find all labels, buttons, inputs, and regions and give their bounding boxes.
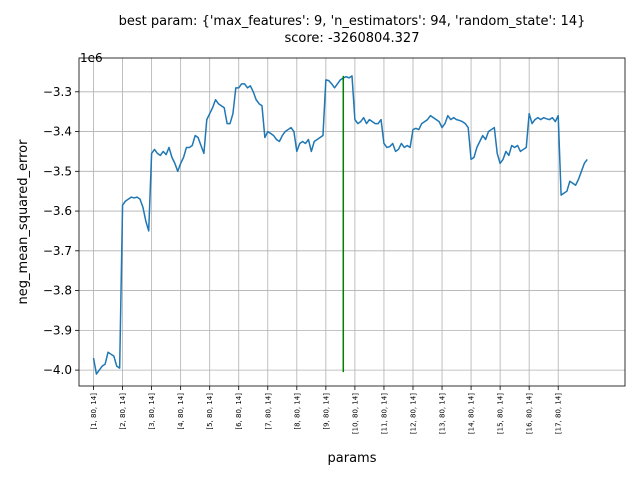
x-tick-label: [14, 80, 14] <box>468 393 476 434</box>
y-tick-label: −3.7 <box>43 244 72 258</box>
y-tick-label: −3.8 <box>43 284 72 298</box>
x-tick-label: [15, 80, 14] <box>497 393 505 434</box>
x-tick-label: [9, 80, 14] <box>322 393 330 430</box>
chart-title-line1: best param: {'max_features': 9, 'n_estim… <box>119 14 586 29</box>
x-tick-label: [4, 80, 14] <box>177 393 185 430</box>
x-tick-label: [12, 80, 14] <box>409 393 417 434</box>
x-tick-label: [11, 80, 14] <box>380 393 388 434</box>
y-tick-label: −4.0 <box>43 363 72 377</box>
x-axis-ticks: [1, 80, 14] [2, 80, 14] [3, 80, 14] [4, 80,… <box>90 386 563 434</box>
x-tick-label: [6, 80, 14] <box>235 393 243 430</box>
y-offset-label: 1e6 <box>80 51 103 65</box>
y-tick-label: −3.5 <box>43 164 72 178</box>
x-tick-label: [13, 80, 14] <box>439 393 447 434</box>
x-tick-label: [5, 80, 14] <box>206 393 214 430</box>
y-axis-ticks: −4.0 −3.9 −3.8 −3.7 −3.6 −3.5 −3.4 −3.3 <box>43 85 79 377</box>
y-tick-label: −3.4 <box>43 125 72 139</box>
x-tick-label: [7, 80, 14] <box>264 393 272 430</box>
y-tick-label: −3.6 <box>43 204 72 218</box>
x-tick-label: [17, 80, 14] <box>555 393 563 434</box>
x-tick-label: [8, 80, 14] <box>293 393 301 430</box>
series-line <box>92 75 588 375</box>
chart-title-line2: score: -3260804.327 <box>285 31 420 46</box>
grid-lines <box>79 58 625 386</box>
plot-data <box>92 75 588 375</box>
x-axis-label: params <box>328 451 377 466</box>
x-tick-label: [2, 80, 14] <box>119 393 127 430</box>
y-tick-label: −3.3 <box>43 85 72 99</box>
x-tick-label: [1, 80, 14] <box>90 393 98 430</box>
y-axis-label: neg_mean_squared_error <box>16 139 31 305</box>
y-tick-label: −3.9 <box>43 323 72 337</box>
x-tick-label: [10, 80, 14] <box>351 393 359 434</box>
x-tick-label: [3, 80, 14] <box>148 393 156 430</box>
x-tick-label: [16, 80, 14] <box>526 393 534 434</box>
plot-frame <box>78 57 626 387</box>
